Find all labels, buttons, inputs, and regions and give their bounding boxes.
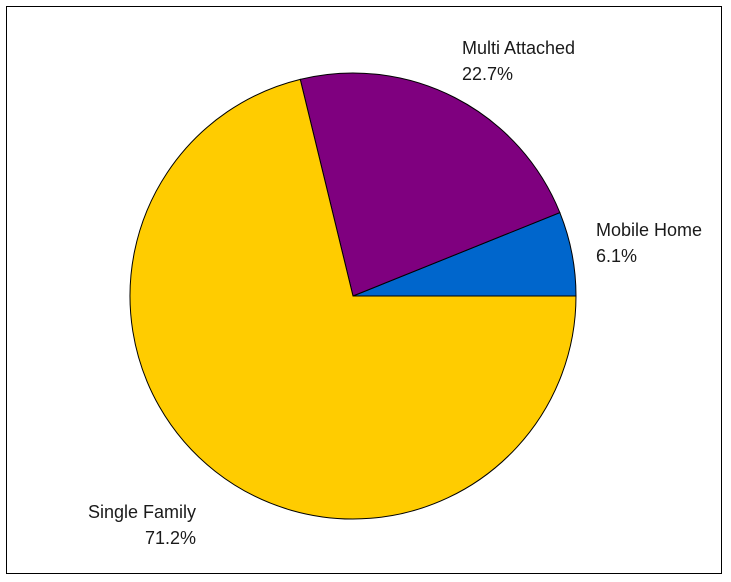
label-single-family-value: 71.2% xyxy=(145,528,196,548)
label-mobile-home-percent: 6.1% xyxy=(596,246,637,266)
label-mobile-home-name: Mobile Home xyxy=(596,220,702,240)
label-multi-attached-name: Multi Attached xyxy=(462,38,575,58)
label-multi-attached-percent: 22.7% xyxy=(462,64,513,84)
label-mobile-home: Mobile Home xyxy=(596,220,702,240)
label-single-family: Single Family xyxy=(88,502,196,522)
label-mobile-home-value: 6.1% xyxy=(596,246,637,266)
label-multi-attached: Multi Attached xyxy=(462,38,575,58)
label-single-family-name: Single Family xyxy=(88,502,196,522)
pie-slices xyxy=(130,73,576,519)
label-single-family-percent: 71.2% xyxy=(145,528,196,548)
label-multi-attached-value: 22.7% xyxy=(462,64,513,84)
